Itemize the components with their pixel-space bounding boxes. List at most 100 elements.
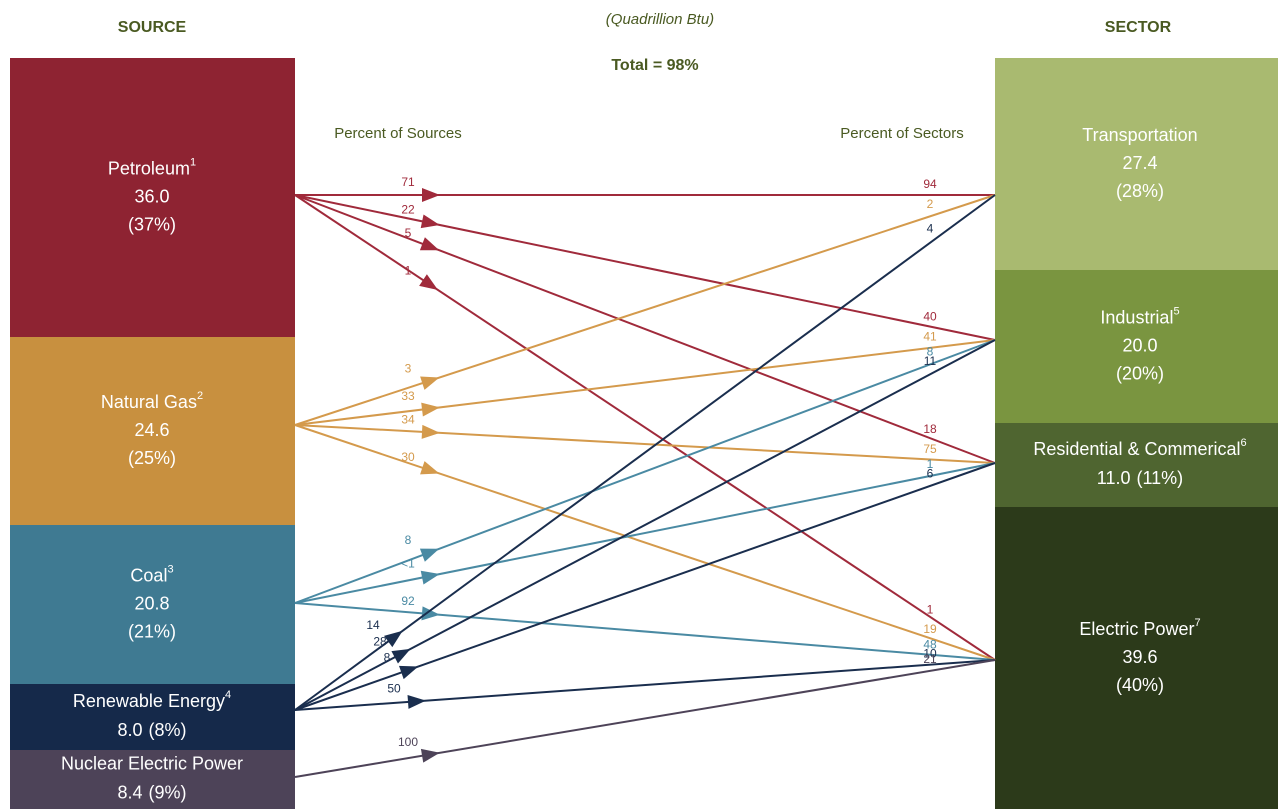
flow-line xyxy=(294,194,996,711)
sector-box xyxy=(995,507,1278,809)
superscript: 5 xyxy=(1173,305,1179,317)
sector-percent: 1 xyxy=(927,602,934,616)
share: (8%) xyxy=(149,720,187,740)
sector-percent: 48 xyxy=(923,637,937,651)
flow-line xyxy=(294,424,996,661)
flow-line xyxy=(294,462,996,604)
box-share: (40%) xyxy=(1116,675,1164,695)
box-name: Natural Gas2 xyxy=(101,390,203,412)
box-share: (28%) xyxy=(1116,181,1164,201)
source-percent: 30 xyxy=(401,450,415,464)
flow-line xyxy=(294,194,996,426)
flow-line xyxy=(294,602,996,661)
flow-arrow xyxy=(420,376,440,390)
name: Residential & Commerical xyxy=(1033,439,1240,459)
box-value: 20.0 xyxy=(1122,335,1157,355)
flow-arrow xyxy=(419,237,440,251)
flow-arrow xyxy=(407,694,426,709)
box-name: Coal3 xyxy=(130,563,173,585)
source-percent: 22 xyxy=(401,203,415,217)
box-name: Industrial5 xyxy=(1100,305,1179,327)
flow-arrow xyxy=(421,424,440,439)
sector-percent: 4 xyxy=(927,221,934,235)
sector-percent: 2 xyxy=(927,197,934,211)
box-name: Residential & Commerical6 xyxy=(1033,437,1246,459)
superscript: 7 xyxy=(1194,617,1200,629)
sector-box xyxy=(995,58,1278,270)
flow-line xyxy=(294,194,996,464)
superscript: 4 xyxy=(225,689,231,701)
source-percent: 8 xyxy=(384,651,391,665)
unit: (Quadrillion Btu) xyxy=(606,11,714,28)
sector-percent: 8 xyxy=(927,345,934,359)
source-box xyxy=(10,750,295,809)
flow-arrow xyxy=(421,606,440,621)
superscript: 1 xyxy=(190,156,196,168)
source-title: SOURCE xyxy=(118,19,187,36)
value: 11.0 xyxy=(1097,468,1131,488)
box-value: 27.4 xyxy=(1122,153,1157,173)
flow-line xyxy=(294,659,996,778)
flow-line xyxy=(294,339,996,426)
sector-percent: 40 xyxy=(923,310,937,324)
box-share: (25%) xyxy=(128,448,176,468)
flow-line xyxy=(294,462,996,711)
name: Transportation xyxy=(1082,125,1197,145)
source-percent: 33 xyxy=(401,389,415,403)
value: 8.0 xyxy=(117,720,142,740)
box-name: Nuclear Electric Power xyxy=(61,753,243,773)
sector-percent: 19 xyxy=(923,622,937,636)
flow-line xyxy=(294,194,996,661)
box-share: (20%) xyxy=(1116,363,1164,383)
box-value: 11.0 (11%) xyxy=(1097,468,1183,488)
name: Petroleum xyxy=(108,158,190,178)
percent-sources: Percent of Sources xyxy=(334,125,462,142)
flow-arrow xyxy=(419,548,440,562)
source-percent: 28 xyxy=(373,635,387,649)
box-value: 39.6 xyxy=(1122,647,1157,667)
superscript: 3 xyxy=(167,563,173,575)
source-percent: 14 xyxy=(366,618,380,632)
source-percent: 100 xyxy=(398,735,418,749)
name: Industrial xyxy=(1100,307,1173,327)
box-value: 8.0 (8%) xyxy=(117,720,186,740)
flow-arrow xyxy=(419,274,438,290)
name: Coal xyxy=(130,565,167,585)
sector-percent: 41 xyxy=(923,329,937,343)
source-box xyxy=(10,58,295,337)
sector-percent: 21 xyxy=(923,652,937,666)
source-percent: 92 xyxy=(401,594,415,608)
name: Nuclear Electric Power xyxy=(61,753,243,773)
superscript: 6 xyxy=(1240,437,1246,449)
flow-arrow xyxy=(422,188,440,202)
flow-arrow xyxy=(420,214,440,229)
sector-percent: 94 xyxy=(923,177,937,191)
sector-percent: 6 xyxy=(927,466,934,480)
box-value: 8.4 (9%) xyxy=(117,782,186,802)
sector-percent: 18 xyxy=(923,422,937,436)
source-percent: 71 xyxy=(401,175,415,189)
box-value: 36.0 xyxy=(134,186,169,206)
flow-arrow xyxy=(420,748,440,763)
flow-arrow xyxy=(420,570,440,585)
flow-line xyxy=(294,339,996,711)
share: (9%) xyxy=(149,782,187,802)
source-box xyxy=(10,684,295,750)
box-name: Electric Power7 xyxy=(1079,617,1200,639)
share: (11%) xyxy=(1137,468,1184,488)
flow-line xyxy=(294,424,996,464)
name: Natural Gas xyxy=(101,392,197,412)
name: Renewable Energy xyxy=(73,691,225,711)
flow-line xyxy=(294,194,996,341)
source-percent: 50 xyxy=(387,682,401,696)
sector-percent: 10 xyxy=(923,646,937,660)
flow-line xyxy=(294,339,996,604)
sector-box xyxy=(995,423,1278,507)
source-percent: 3 xyxy=(405,361,412,375)
source-percent: 34 xyxy=(401,412,415,426)
sector-box xyxy=(995,270,1278,423)
source-percent: 8 xyxy=(405,533,412,547)
source-percent: 5 xyxy=(405,226,412,240)
source-percent: <1 xyxy=(401,557,415,571)
